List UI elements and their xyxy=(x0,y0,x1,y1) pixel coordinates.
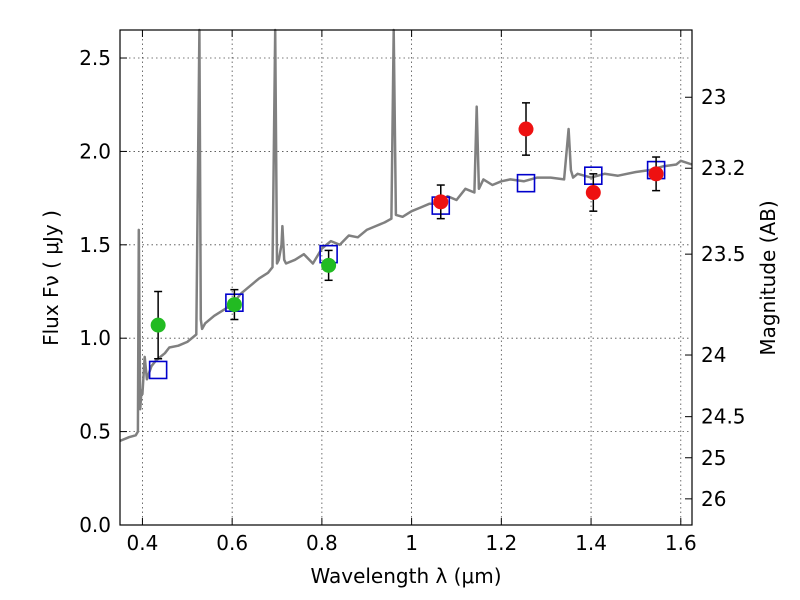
y2-tick-label: 23.2 xyxy=(701,156,746,180)
y2-tick-label: 24.5 xyxy=(701,405,746,429)
y2-tick-label: 25 xyxy=(701,446,726,470)
plot-frame xyxy=(119,29,693,526)
y2-tick-label: 23 xyxy=(701,85,726,109)
x-tick-label: 1.6 xyxy=(665,531,697,555)
model-flux-square xyxy=(148,360,168,380)
y2-tick-label: 26 xyxy=(701,487,726,511)
y-tick-label: 0.5 xyxy=(79,420,111,444)
grid-layer xyxy=(120,30,692,526)
observed-flux-point-red xyxy=(585,185,601,201)
x-axis-label: Wavelength λ (μm) xyxy=(310,564,501,588)
y-tick-label: 1.5 xyxy=(79,233,111,257)
y-tick-label: 1.0 xyxy=(79,326,111,350)
observed-flux-point-green xyxy=(226,297,242,313)
observed-flux-point-green xyxy=(321,257,337,273)
x-tick-label: 1.4 xyxy=(575,531,607,555)
observed-flux-point-red xyxy=(648,166,664,182)
y-tick-label: 2.0 xyxy=(79,139,111,163)
observed-flux-point-red xyxy=(433,194,449,210)
y-tick-label: 2.5 xyxy=(79,46,111,70)
observed-flux-point-red xyxy=(518,121,534,137)
marker-layer xyxy=(148,102,666,380)
x-tick-label: 1.2 xyxy=(485,531,517,555)
x-tick-label: 0.6 xyxy=(216,531,248,555)
template-spectrum-line xyxy=(119,28,693,443)
observed-flux-point-green xyxy=(150,317,166,333)
x-tick-label: 0.8 xyxy=(306,531,338,555)
y2-tick-label: 23.5 xyxy=(701,242,746,266)
y-axis-label: Flux Fν ( μJy ) xyxy=(39,210,63,346)
axis-layer: 0.4 0.6 0.8 1 1.2 1.4 1.6 0.0 0.5 1.0 1.5 2.0 2.5 23 2… xyxy=(79,30,746,555)
x-tick-label: 0.4 xyxy=(127,531,159,555)
model-flux-square xyxy=(516,173,536,193)
y2-axis-label: Magnitude (AB) xyxy=(756,200,780,355)
y-tick-label: 0.0 xyxy=(79,513,111,537)
spectrum-layer xyxy=(119,28,693,443)
y2-tick-label: 24 xyxy=(701,343,726,367)
x-tick-label: 1 xyxy=(405,531,418,555)
